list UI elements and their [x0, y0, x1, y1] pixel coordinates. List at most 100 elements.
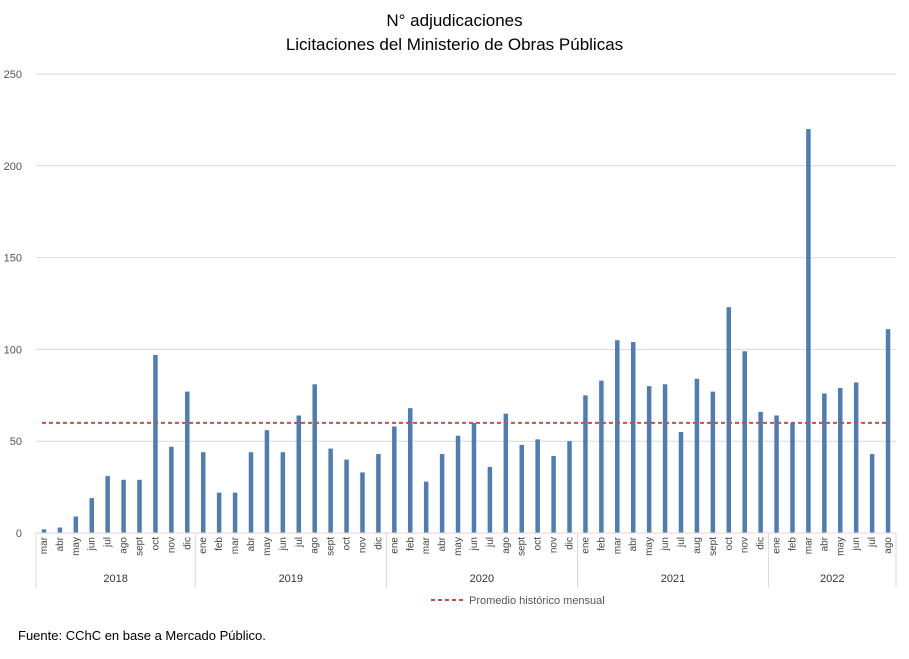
bar: [232, 492, 238, 533]
x-tick-label: jul: [676, 537, 687, 548]
x-tick-label: mar: [421, 536, 432, 554]
bar: [790, 422, 795, 533]
bar: [726, 307, 732, 533]
x-tick-label: jun: [278, 537, 289, 551]
bars: [41, 129, 891, 533]
bar: [312, 384, 317, 533]
bar: [503, 413, 509, 533]
bar: [822, 393, 827, 533]
x-axis: mar abr may jun jul ago sept oct nov dic ene feb mar…: [35, 532, 897, 588]
bar: [869, 454, 875, 533]
bar: [185, 391, 190, 533]
x-tick-label: sept: [517, 537, 528, 556]
bar: [885, 329, 891, 533]
x-tick-label: abr: [55, 536, 66, 551]
x-tick-label: ago: [501, 537, 512, 554]
bar: [137, 479, 142, 533]
x-tick-label: ago: [119, 537, 130, 554]
bar: [487, 466, 493, 533]
x-tick-label: ago: [883, 537, 894, 554]
bar: [646, 386, 652, 533]
x-tick-label: oct: [724, 537, 735, 551]
bar: [344, 459, 349, 533]
bar: [471, 422, 477, 533]
x-tick-label: jul: [294, 537, 305, 548]
bar: [248, 452, 254, 533]
y-tick-label: 0: [16, 528, 22, 540]
x-tick-label: ene: [580, 537, 591, 554]
bar: [710, 391, 716, 533]
x-tick-label: oct: [342, 537, 353, 551]
x-tick-label: ene: [198, 537, 209, 554]
bar: [551, 455, 556, 533]
x-tick-label: jun: [87, 537, 98, 551]
x-tick-label: dic: [565, 537, 576, 550]
x-tick-label: jun: [851, 537, 862, 551]
chart-subtitle: Licitaciones del Ministerio de Obras Púb…: [285, 35, 624, 54]
x-tick-label: oct: [150, 537, 161, 551]
bar: [408, 408, 413, 533]
bar: [678, 432, 684, 533]
x-tick-label: sept: [326, 537, 337, 556]
bar: [121, 479, 126, 533]
chart-title: N° adjudicaciones: [386, 11, 523, 30]
year-group-label: 2021: [661, 573, 685, 585]
x-tick-label: sept: [708, 537, 719, 556]
bar: [264, 430, 270, 533]
x-tick-label: dic: [182, 537, 193, 550]
bar: [392, 426, 397, 533]
bar: [774, 415, 779, 533]
x-tick-label: ene: [389, 537, 400, 554]
x-tick-label: oct: [533, 537, 544, 551]
x-tick-label: feb: [787, 537, 798, 551]
x-tick-label: may: [262, 537, 273, 556]
bar: [328, 448, 333, 533]
bar: [105, 476, 110, 533]
y-tick-label: 200: [4, 161, 22, 173]
bar: [153, 354, 158, 533]
bar: [73, 516, 79, 533]
bar: [423, 481, 429, 533]
x-tick-label: jun: [660, 537, 671, 551]
x-tick-label: mar: [39, 536, 50, 554]
x-tick-label: dic: [756, 537, 767, 550]
bar: [599, 380, 604, 533]
bar: [662, 384, 668, 533]
year-group-label: 2018: [103, 573, 127, 585]
y-axis-ticks: 0 50 100 150 200 250: [4, 69, 22, 540]
legend: Promedio histórico mensual: [431, 595, 605, 607]
bar: [89, 498, 94, 533]
x-tick-label: feb: [596, 537, 607, 551]
legend-label: Promedio histórico mensual: [469, 595, 605, 607]
y-tick-label: 50: [10, 436, 22, 448]
x-tick-label: feb: [214, 537, 225, 551]
bar: [694, 378, 700, 533]
x-tick-label: nov: [357, 537, 368, 553]
bar: [455, 435, 461, 533]
x-tick-label: ene: [772, 537, 783, 554]
y-tick-label: 150: [4, 253, 22, 265]
x-tick-label: may: [71, 537, 82, 556]
x-tick-label: jul: [485, 537, 496, 548]
bar: [439, 454, 445, 533]
bar: [806, 129, 811, 533]
bar: [535, 439, 540, 533]
year-group-label: 2019: [279, 573, 303, 585]
x-tick-label: nov: [549, 537, 560, 553]
x-tick-label: sept: [135, 537, 146, 556]
bar: [630, 342, 636, 533]
bar: [200, 452, 206, 533]
year-group-label: 2022: [820, 573, 844, 585]
bar: [853, 382, 859, 533]
x-tick-label: abr: [628, 536, 639, 551]
bar: [41, 529, 47, 533]
bar: [583, 395, 588, 533]
bar: [615, 340, 620, 533]
x-tick-label: mar: [612, 536, 623, 554]
x-tick-label: abr: [246, 536, 257, 551]
bar: [169, 446, 174, 533]
y-tick-label: 250: [4, 69, 22, 81]
bar: [216, 492, 222, 533]
x-tick-label: may: [453, 537, 464, 556]
